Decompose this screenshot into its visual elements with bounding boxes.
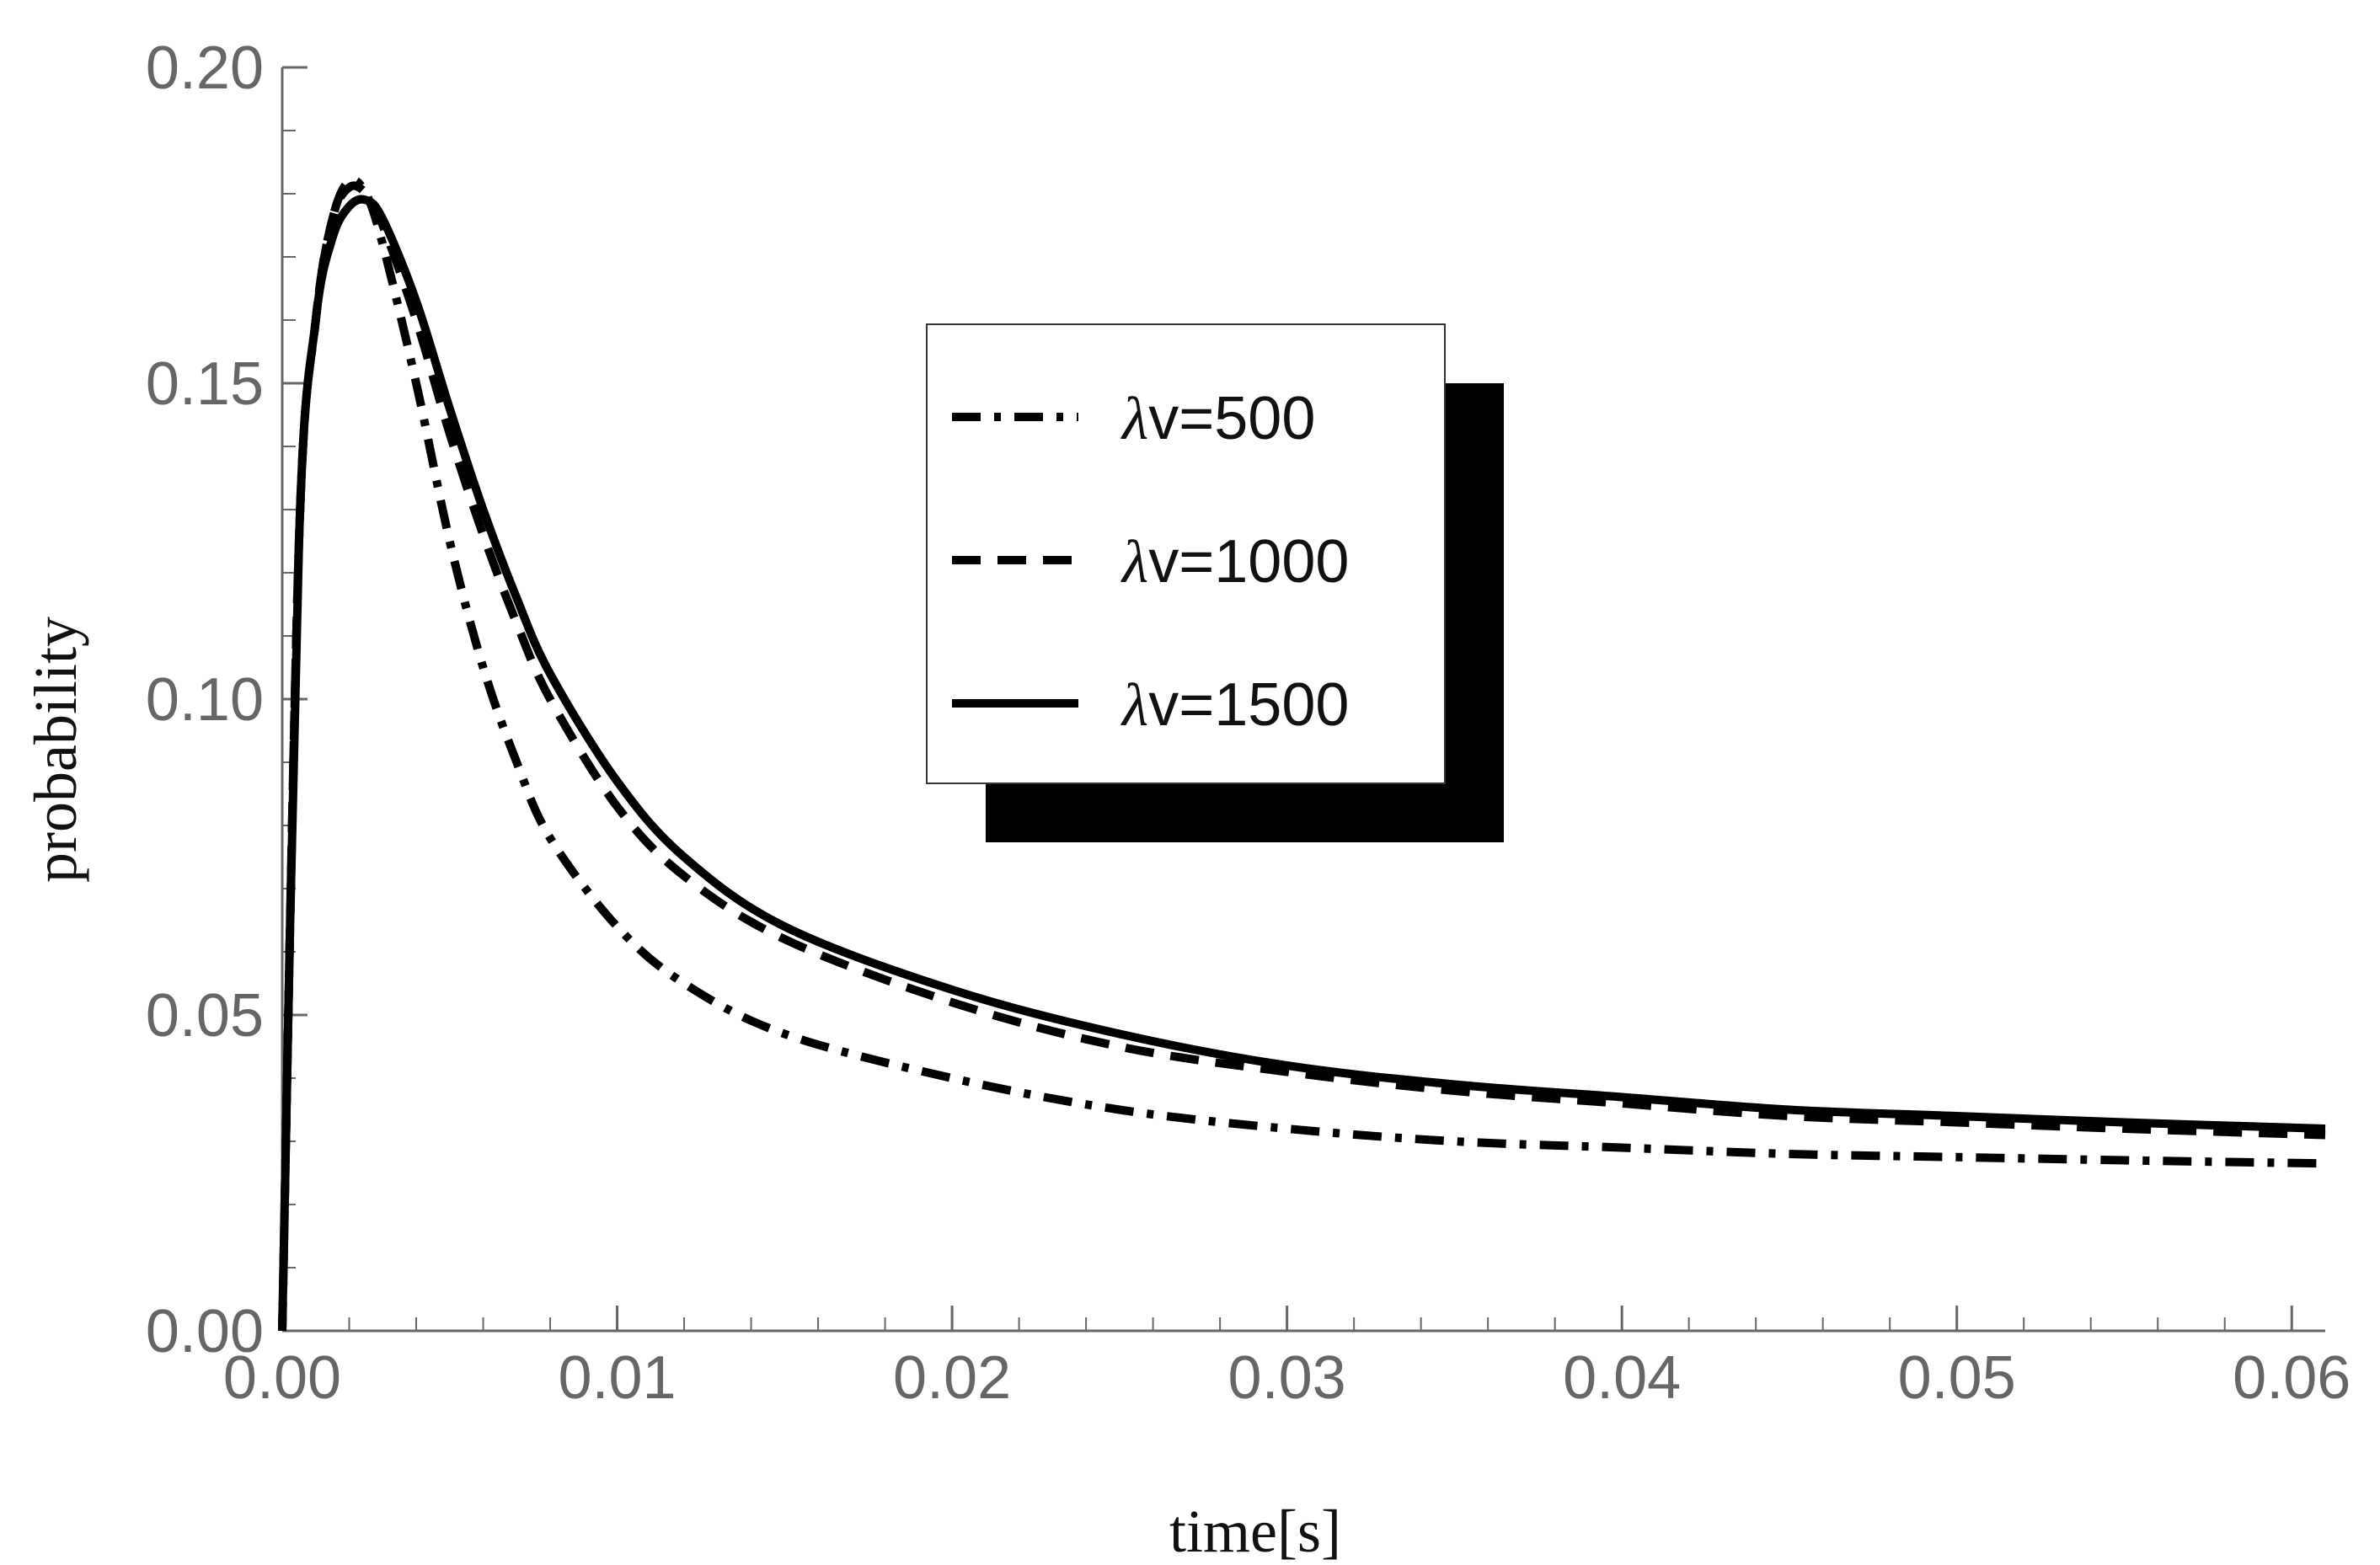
x-tick-label: 0.04 — [1563, 1344, 1681, 1412]
series-layer — [278, 175, 2326, 1332]
x-axis-label: time[s] — [1169, 1498, 1341, 1565]
legend-lambda-symbol: λ — [1120, 671, 1148, 739]
y-tick-label: 0.05 — [146, 982, 264, 1050]
y-tick-label: 0.15 — [146, 350, 264, 418]
legend-value: v=1500 — [1148, 671, 1349, 739]
x-tick-label: 0.06 — [2233, 1344, 2351, 1412]
x-tick-label: 0.01 — [558, 1344, 676, 1412]
y-tick-label: 0.20 — [146, 35, 264, 102]
x-tick-label: 0.05 — [1898, 1344, 2016, 1412]
y-axis-label: probability — [22, 617, 89, 883]
legend-lambda-symbol: λ — [1120, 528, 1148, 596]
y-tick-label: 0.10 — [146, 666, 264, 734]
legend-label-3: λv=1500 — [1120, 671, 1349, 739]
x-tick-label: 0.02 — [893, 1344, 1011, 1412]
axes: 0.00 0.01 0.02 0.03 0.04 0.05 0.06 0.00 0.05 0.10… — [146, 35, 2351, 1412]
legend-value: v=1000 — [1148, 528, 1349, 596]
x-tick-label: 0.00 — [223, 1344, 341, 1412]
legend-lambda-symbol: λ — [1120, 385, 1148, 452]
series-line-2 — [278, 181, 2326, 1332]
series-line-3 — [278, 195, 2326, 1332]
legend-value: v=500 — [1148, 385, 1315, 452]
y-tick-label: 0.00 — [146, 1298, 264, 1365]
x-tick-label: 0.03 — [1228, 1344, 1346, 1412]
legend-label-1: λv=500 — [1120, 385, 1315, 452]
legend-label-2: λv=1000 — [1120, 528, 1349, 596]
